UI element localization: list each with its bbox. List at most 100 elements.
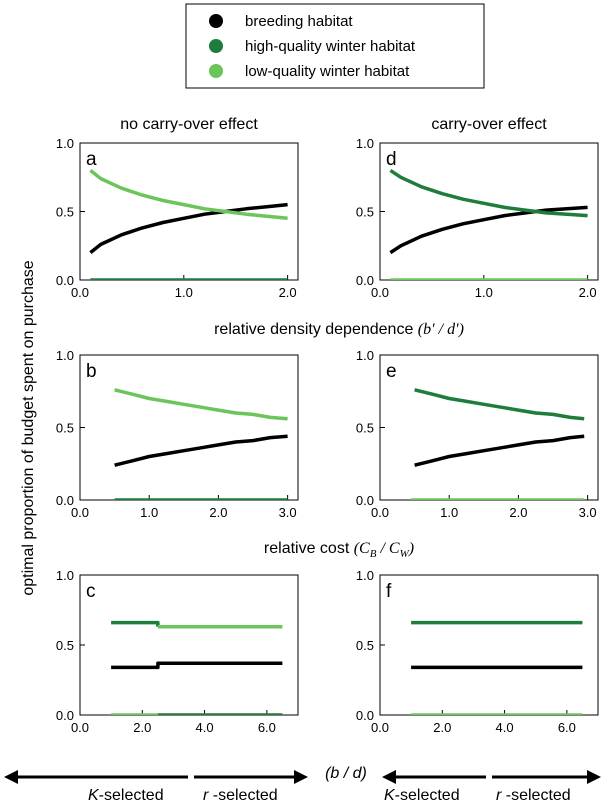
series-group-b bbox=[114, 388, 288, 500]
x-tick-label: 2.0 bbox=[579, 285, 597, 300]
selection-arrows-right: K-selected r -selected bbox=[382, 770, 601, 804]
plot-frame-d bbox=[379, 142, 599, 281]
x-axis-label-row2: relative cost (CB / CW) bbox=[264, 540, 414, 560]
legend-frame bbox=[185, 3, 485, 89]
plot-frame-f bbox=[379, 574, 599, 716]
y-tick-label: 0.5 bbox=[356, 638, 374, 653]
series-line-breeding bbox=[89, 202, 288, 254]
panel-e: 0.0 0.5 1.0 0.0 1.0 2.0 3.0 e bbox=[356, 348, 599, 520]
k-selected-label: K-selected bbox=[88, 787, 164, 804]
panel-f: 0.0 0.5 1.0 0.0 2.0 4.0 6.0 f bbox=[356, 568, 599, 735]
y-tick-label: 0.0 bbox=[356, 493, 374, 508]
x-tick-label: 1.0 bbox=[475, 285, 493, 300]
panel-letter-b: b bbox=[86, 361, 97, 382]
x-axis-label-row2-close: ) bbox=[408, 540, 414, 557]
panel-letter-d: d bbox=[386, 149, 397, 170]
x-tick-label: 2.0 bbox=[279, 285, 297, 300]
x-axis-label-row2-sub1: B bbox=[370, 548, 377, 560]
y-tick-label: 0.5 bbox=[356, 421, 374, 436]
series-line-low-quality bbox=[89, 169, 288, 221]
legend-marker-low-quality bbox=[209, 64, 223, 78]
x-axis-label-row1: relative density dependence (b′ / d′) bbox=[214, 321, 464, 338]
x-tick-label: 2.0 bbox=[433, 720, 451, 735]
plot-frame-c bbox=[79, 574, 299, 716]
x-axis-label-row1-text: relative density dependence bbox=[214, 321, 418, 338]
series-line-high-quality bbox=[111, 620, 160, 627]
panel-c: 0.0 0.5 1.0 0.0 2.0 4.0 6.0 c bbox=[56, 568, 299, 735]
x-tick-label: 1.0 bbox=[440, 505, 458, 520]
plot-frame-a bbox=[79, 142, 299, 281]
series-line-high-quality bbox=[389, 168, 588, 218]
x-tick-label: 2.0 bbox=[209, 505, 227, 520]
series-line-low-quality bbox=[114, 388, 288, 421]
r-selected-label-right: r -selected bbox=[496, 787, 571, 804]
y-tick-label: 0.0 bbox=[356, 708, 374, 723]
y-tick-label: 1.0 bbox=[56, 136, 74, 151]
legend-marker-breeding bbox=[209, 14, 223, 28]
x-tick-label: 3.0 bbox=[279, 505, 297, 520]
x-axis-label-row1-math: (b′ / d′) bbox=[418, 321, 464, 338]
y-tick-label: 1.0 bbox=[356, 136, 374, 151]
y-tick-label: 0.0 bbox=[56, 273, 74, 288]
series-line-breeding bbox=[114, 434, 288, 467]
x-tick-label: 0.0 bbox=[71, 720, 89, 735]
panel-letter-e: e bbox=[386, 361, 397, 382]
legend-marker-high-quality bbox=[209, 39, 223, 53]
legend-label-high-quality: high-quality winter habitat bbox=[245, 38, 416, 55]
k-selected-arrow-head-right bbox=[382, 770, 396, 784]
legend: breeding habitat high-quality winter hab… bbox=[185, 3, 485, 89]
k-selected-label-right: K-selected bbox=[384, 787, 460, 804]
r-selected-arrow-head bbox=[294, 770, 308, 784]
y-tick-label: 0.5 bbox=[356, 205, 374, 220]
series-group-d bbox=[389, 168, 588, 280]
panel-d: 0.0 0.5 1.0 0.0 1.0 2.0 d bbox=[356, 136, 599, 300]
y-tick-label: 1.0 bbox=[56, 568, 74, 583]
x-axis-label-row2-open: (C bbox=[354, 540, 370, 557]
series-group-e bbox=[411, 388, 585, 500]
x-tick-label: 1.0 bbox=[175, 285, 193, 300]
x-tick-label: 0.0 bbox=[371, 505, 389, 520]
column-title-left: no carry-over effect bbox=[120, 116, 258, 133]
selection-arrows-left: K-selected r -selected bbox=[4, 770, 308, 804]
x-tick-label: 1.0 bbox=[140, 505, 158, 520]
y-axis-label: optimal proportion of budget spent on pu… bbox=[20, 260, 37, 595]
y-tick-label: 0.0 bbox=[356, 273, 374, 288]
r-selected-label: r -selected bbox=[203, 787, 278, 804]
x-axis-label-row2-sub2: W bbox=[400, 548, 410, 560]
y-tick-label: 0.0 bbox=[56, 708, 74, 723]
k-selected-arrow-head bbox=[4, 770, 18, 784]
x-axis-label-row3: (b / d) bbox=[325, 765, 367, 782]
y-tick-label: 0.5 bbox=[56, 421, 74, 436]
x-tick-label: 4.0 bbox=[496, 720, 514, 735]
r-selected-arrow-head-right bbox=[587, 770, 601, 784]
series-line-breeding bbox=[389, 205, 588, 255]
series-group-c bbox=[111, 620, 283, 715]
y-tick-label: 1.0 bbox=[356, 568, 374, 583]
x-tick-label: 0.0 bbox=[71, 505, 89, 520]
x-tick-label: 0.0 bbox=[371, 285, 389, 300]
y-tick-label: 1.0 bbox=[56, 348, 74, 363]
x-tick-label: 0.0 bbox=[371, 720, 389, 735]
series-group-a bbox=[89, 169, 288, 280]
panel-b: 0.0 0.5 1.0 0.0 1.0 2.0 3.0 b bbox=[56, 348, 299, 520]
plot-frame-e bbox=[379, 354, 599, 501]
y-tick-label: 0.5 bbox=[56, 638, 74, 653]
series-group-f bbox=[411, 620, 583, 715]
x-tick-label: 2.0 bbox=[133, 720, 151, 735]
y-tick-label: 1.0 bbox=[356, 348, 374, 363]
x-axis-label-row2-text: relative cost bbox=[264, 540, 354, 557]
legend-label-low-quality: low-quality winter habitat bbox=[245, 63, 410, 80]
panel-a: 0.0 0.5 1.0 0.0 1.0 2.0 a bbox=[56, 136, 299, 300]
plot-frame-b bbox=[79, 354, 299, 501]
y-tick-label: 0.0 bbox=[56, 493, 74, 508]
series-line-high-quality bbox=[414, 388, 585, 421]
x-axis-label-row2-mid: / C bbox=[376, 540, 399, 557]
x-tick-label: 3.0 bbox=[579, 505, 597, 520]
series-line-breeding bbox=[414, 434, 585, 467]
x-tick-label: 2.0 bbox=[509, 505, 527, 520]
x-tick-label: 4.0 bbox=[196, 720, 214, 735]
x-tick-label: 0.0 bbox=[71, 285, 89, 300]
x-tick-label: 6.0 bbox=[558, 720, 576, 735]
panel-letter-a: a bbox=[86, 149, 97, 170]
